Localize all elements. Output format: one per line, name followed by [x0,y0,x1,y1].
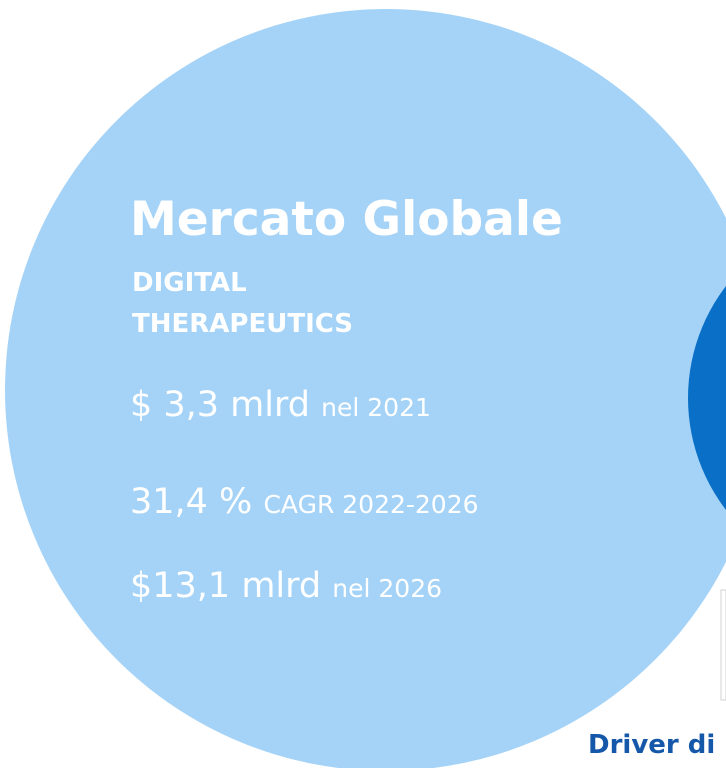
stat: $13,1 mlrd nel 2026 [130,566,442,606]
stat: 31,4 % CAGR 2022-2026 [130,482,479,522]
stat-note: nel 2021 [321,393,431,422]
dark-circle [688,286,726,510]
subtitle: DIGITAL THERAPEUTICS [132,268,354,339]
edge-box [720,589,726,701]
stat-value: 31,4 % [130,482,253,522]
stat-note: CAGR 2022-2026 [263,490,479,519]
light-circle [5,9,726,768]
stat-value: $13,1 mlrd [130,566,322,606]
stat-note: nel 2026 [332,574,443,603]
title: Mercato Globale [130,192,563,247]
stat: $ 3,3 mlrd nel 2021 [130,385,431,425]
footer-heading: Driver di [588,730,716,760]
stat-value: $ 3,3 mlrd [130,385,310,425]
